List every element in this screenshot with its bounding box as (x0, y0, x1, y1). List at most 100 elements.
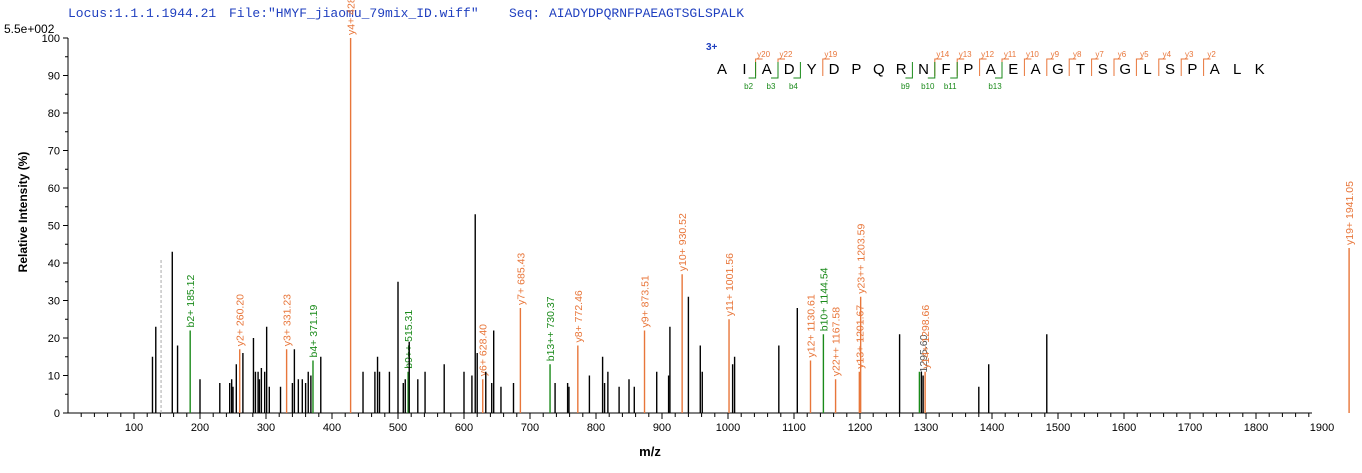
x-tick-label: 1200 (848, 422, 872, 434)
y-fragment-marker (1180, 58, 1189, 76)
y-fragment-label: y14 (936, 50, 949, 59)
locus-label: Locus:1.1.1.1944.21 (68, 6, 217, 21)
y-fragment-label: y3 (1185, 50, 1194, 59)
peak-label: y7+ 685.43 (515, 253, 527, 305)
peak-label: y11+ 1001.56 (724, 253, 736, 316)
residue: I (742, 61, 746, 78)
x-tick-label: 1600 (1112, 422, 1136, 434)
b-fragment-marker (905, 62, 913, 79)
residue: A (762, 61, 772, 78)
peak-label: b9++ 515.31 (403, 310, 415, 369)
b-fragment-label: b3 (767, 82, 776, 91)
y-fragment-marker (1046, 58, 1054, 76)
y-fragment-label: y20 (757, 50, 770, 59)
y-tick-label: 30 (48, 296, 60, 308)
charge-state: 3+ (706, 42, 718, 53)
b-fragment-marker (950, 62, 958, 79)
x-tick-label: 1000 (716, 422, 740, 434)
b-fragment-label: b10 (921, 82, 935, 91)
y-fragment-label: y12 (981, 50, 994, 59)
y-fragment-label: y6 (1118, 50, 1127, 59)
y-fragment-label: y5 (1140, 50, 1149, 59)
x-axis-title: m/z (639, 444, 661, 459)
x-tick-label: 300 (257, 422, 275, 434)
y-fragment-marker (1135, 58, 1144, 76)
b-fragment-label: b9 (901, 82, 910, 91)
peak-label: y19+ 1941.05 (1344, 181, 1356, 245)
peak-label: b10+ 1144.54 (818, 267, 830, 331)
x-tick-label: 100 (125, 422, 143, 434)
y-fragment-marker (1203, 58, 1211, 76)
residue: S (1165, 61, 1175, 78)
seq-label: Seq: (509, 6, 541, 21)
residue: S (1098, 61, 1108, 78)
x-tick-label: 800 (587, 422, 605, 434)
y-fragment-label: y9 (1051, 50, 1060, 59)
peak-label: y2+ 260.20 (235, 294, 247, 346)
b-fragment-label: b4 (789, 82, 798, 91)
y-tick-label: 70 (48, 146, 60, 158)
b-fragment-marker (927, 62, 936, 79)
b-fragment-label: b13 (988, 82, 1002, 91)
x-tick-label: 1500 (1046, 422, 1070, 434)
residue: D (829, 61, 840, 78)
peak-label: y3+ 331.23 (282, 294, 294, 346)
b-fragment-marker (793, 62, 801, 79)
y-tick-label: 100 (42, 33, 60, 45)
peak-label: y9+ 873.51 (640, 275, 652, 327)
residue: P (851, 61, 861, 78)
residue: E (1008, 61, 1018, 78)
residue: A (1031, 61, 1041, 78)
x-tick-label: 500 (389, 422, 407, 434)
x-tick-label: 200 (191, 422, 209, 434)
residue: Q (873, 61, 885, 78)
y-fragment-label: y22 (780, 50, 793, 59)
y-tick-label: 80 (48, 108, 60, 120)
b-fragment-label: b2 (744, 82, 753, 91)
y-tick-label: 40 (48, 258, 60, 270)
residue: L (1233, 61, 1241, 78)
x-tick-label: 1700 (1178, 422, 1202, 434)
residue: P (1187, 61, 1197, 78)
y-fragment-marker (1068, 58, 1077, 76)
peak-label: b13++ 730.37 (545, 296, 557, 361)
residue: D (784, 61, 795, 78)
residue: G (1052, 61, 1064, 78)
x-tick-label: 1800 (1244, 422, 1268, 434)
y-tick-label: 20 (48, 333, 60, 345)
y-fragment-marker (1091, 58, 1099, 76)
x-tick-label: 1100 (782, 422, 806, 434)
b-fragment-marker (995, 62, 1003, 79)
peak-label: y10+ 930.52 (677, 213, 689, 271)
b-fragment-label: b11 (944, 82, 957, 91)
y-tick-label: 0 (54, 408, 60, 420)
y-fragment-marker (822, 58, 830, 76)
y-fragment-marker (1158, 58, 1166, 76)
y-fragment-marker (1113, 58, 1121, 76)
residue: L (1143, 61, 1151, 78)
residue: N (918, 61, 929, 78)
y-fragment-label: y11 (1004, 50, 1017, 59)
residue: T (1076, 61, 1085, 78)
residue: A (986, 61, 996, 78)
x-tick-label: 600 (455, 422, 473, 434)
peak-label: 1295.60 (918, 334, 930, 372)
seq-value: AIADYDPQRNFPAEAGTSGLSPALK (549, 6, 745, 21)
x-tick-label: 1300 (914, 422, 938, 434)
y-fragment-label: y4 (1163, 50, 1172, 59)
y-fragment-label: y2 (1207, 50, 1216, 59)
peak-label: b4+ 371.19 (308, 304, 320, 357)
peak-label: y23++ 1203.59 (856, 224, 868, 294)
y-fragment-label: y10 (1026, 50, 1039, 59)
y-fragment-marker (1023, 58, 1032, 76)
y-tick-label: 90 (48, 71, 60, 83)
x-tick-label: 1900 (1310, 422, 1334, 434)
peak-label: y12+ 1130.61 (806, 294, 818, 357)
x-tick-label: 700 (521, 422, 539, 434)
residue: G (1119, 61, 1131, 78)
y-fragment-label: y13 (959, 50, 972, 59)
residue: Y (807, 61, 817, 78)
peak-label: b2+ 185.12 (185, 274, 197, 327)
residue: F (941, 61, 950, 78)
